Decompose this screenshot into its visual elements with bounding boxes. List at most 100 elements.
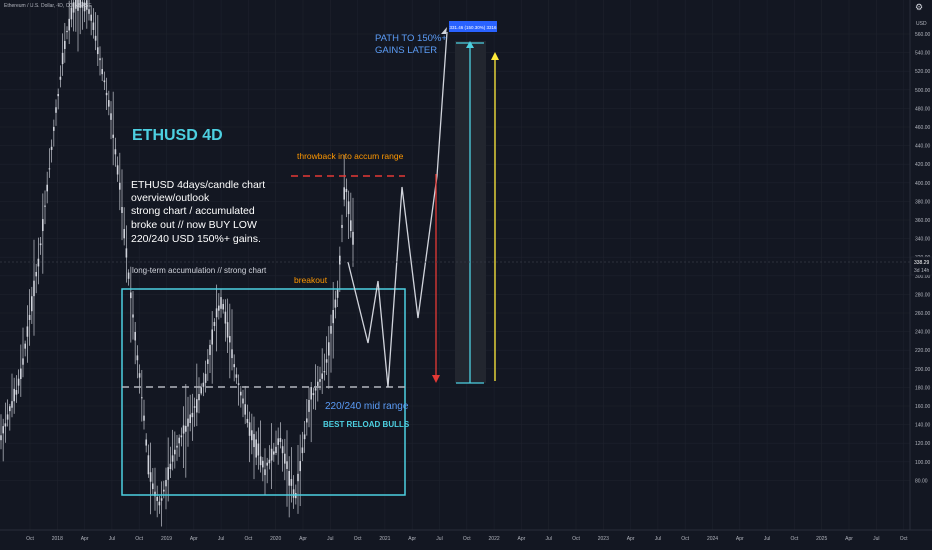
throwback-label: throwback into accum range (297, 151, 404, 161)
time-tick-label: 2023 (598, 536, 609, 542)
candle-body (88, 9, 90, 14)
price-tick-label: 440.00 (915, 144, 931, 150)
candle-body (165, 480, 167, 487)
candle-body (116, 165, 119, 175)
candle-body (240, 391, 242, 396)
candle-body (180, 435, 183, 438)
candle-body (103, 80, 106, 83)
candle-body (325, 359, 328, 363)
candle-body (176, 445, 178, 448)
time-tick-label: Oct (791, 536, 799, 542)
candle-body (174, 449, 176, 455)
price-axis[interactable]: 560.00 540.00 520.00 500.00 480.00 460.00 440.… (915, 32, 931, 484)
candle-body (152, 483, 154, 490)
candle-body (83, 2, 86, 12)
candle-body (290, 479, 293, 486)
measure-cyan-arrowhead (466, 41, 474, 48)
candle-body (156, 496, 158, 501)
candle-body (158, 501, 161, 506)
time-tick-label: Jul (655, 536, 661, 542)
candle-body (202, 382, 205, 387)
time-tick-label: Apr (190, 536, 198, 542)
candle-body (330, 325, 332, 334)
candle-body (332, 309, 334, 324)
candle-body (42, 219, 44, 232)
price-tick-label: 240.00 (915, 330, 931, 336)
candle-body (37, 258, 40, 267)
candle-body (345, 188, 348, 193)
settings-gear-icon[interactable]: ⚙ (914, 2, 924, 12)
candle-body (196, 399, 198, 413)
description-line-3: strong chart / accumulated (131, 205, 255, 217)
candle-body (20, 368, 22, 379)
price-tick-label: 540.00 (915, 51, 931, 57)
candle-body (277, 438, 279, 445)
candle-body (204, 373, 207, 383)
time-tick-label: Apr (81, 536, 89, 542)
candle-body (237, 383, 240, 385)
candle-body (222, 303, 224, 310)
candle-body (303, 434, 306, 440)
candle-body (121, 207, 123, 214)
time-axis[interactable]: Oct 2018 Apr Jul Oct 2019 Apr Jul Oct 2020 Apr Jul O… (26, 536, 908, 542)
price-tick-label: 500.00 (915, 88, 931, 94)
candle-body (136, 355, 139, 361)
time-tick-label: Apr (736, 536, 744, 542)
candle-body (94, 35, 97, 41)
candle-body (244, 404, 246, 415)
candle-body (297, 473, 299, 482)
price-tick-label: 120.00 (915, 441, 931, 447)
candle-body (4, 423, 7, 427)
price-tick-label: 400.00 (915, 181, 931, 187)
path-label-line-2: GAINS LATER (375, 45, 437, 56)
price-tick-label: 100.00 (915, 460, 931, 466)
candle-body (163, 489, 165, 492)
candle-body (233, 364, 235, 368)
price-tick-label: 420.00 (915, 162, 931, 168)
candle-body (189, 414, 191, 424)
candle-body (185, 425, 187, 432)
time-tick-label: Oct (135, 536, 143, 542)
candle-body (26, 326, 29, 337)
price-tick-label: 280.00 (915, 292, 931, 298)
time-tick-label: Oct (354, 536, 362, 542)
time-tick-label: Jul (327, 536, 333, 542)
time-tick-label: 2020 (270, 536, 281, 542)
candle-body (70, 7, 73, 20)
description-line-2: overview/outlook (131, 192, 210, 204)
candle-body (86, 0, 88, 10)
current-price-badge (910, 256, 932, 276)
candle-body (169, 463, 172, 470)
candle-body (64, 40, 66, 49)
candle-body (193, 406, 196, 408)
time-tick-label: Apr (299, 536, 307, 542)
target-yellow-arrowhead (491, 52, 499, 60)
candle-body (317, 381, 319, 386)
reload-label: BEST RELOAD BULLS (323, 420, 410, 429)
candle-body (314, 388, 317, 391)
candle-body (268, 459, 271, 464)
current-price-countdown: 3d 14h (914, 268, 930, 274)
candle-body (22, 358, 24, 365)
candle-body (44, 205, 46, 207)
time-tick-label: Jul (873, 536, 879, 542)
candle-body (343, 187, 345, 200)
candle-body (114, 149, 117, 155)
candle-body (127, 272, 130, 279)
description-line-5: 220/240 USD 150%+ gains. (131, 233, 261, 245)
candle-body (334, 299, 337, 308)
path-label-line-1: PATH TO 150%+ (375, 33, 447, 44)
time-tick-label: 2018 (52, 536, 63, 542)
candle-body (77, 0, 79, 11)
candle-body (242, 398, 244, 404)
breakout-label: breakout (294, 275, 328, 285)
projected-path-line (347, 31, 448, 388)
candle-body (182, 425, 185, 434)
price-tick-label: 300.00 (915, 274, 931, 280)
price-tick-label: 160.00 (915, 404, 931, 410)
candle-body (75, 0, 77, 9)
time-tick-label: Apr (627, 536, 635, 542)
candle-body (154, 491, 156, 497)
candle-body (246, 418, 249, 423)
